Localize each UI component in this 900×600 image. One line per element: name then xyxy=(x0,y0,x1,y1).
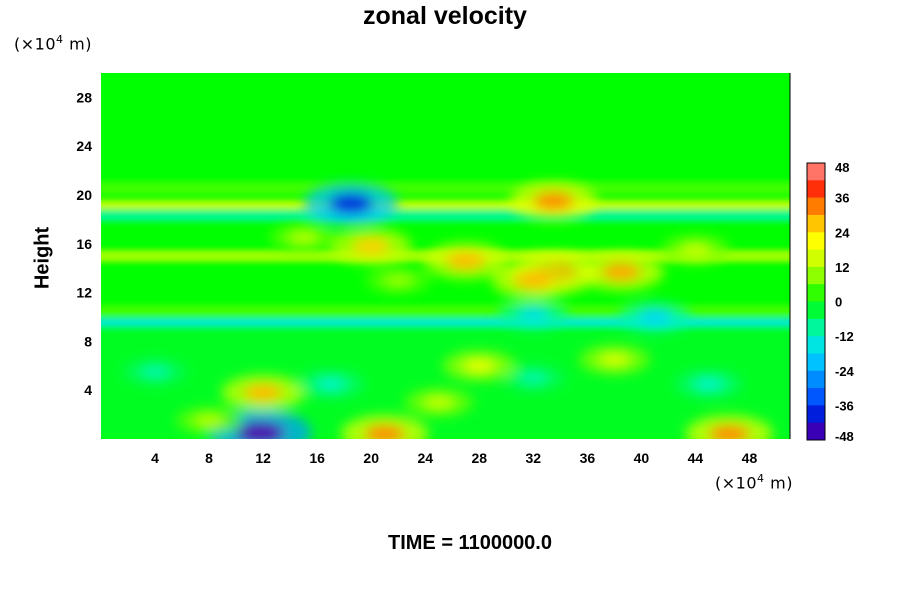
field-feature xyxy=(446,252,486,270)
field-features xyxy=(122,181,773,439)
y-unit-suffix: m) xyxy=(63,34,92,54)
x-tick-label: 24 xyxy=(417,450,433,466)
colorbar-segment xyxy=(807,284,825,302)
field-feature xyxy=(422,395,455,410)
field-feature xyxy=(637,309,672,325)
colorbar-tick-label: 36 xyxy=(835,191,849,206)
field-feature xyxy=(364,425,406,439)
y-tick-label: 8 xyxy=(84,333,92,349)
colorbar-segment xyxy=(807,405,825,424)
colorbar-tick-label: 24 xyxy=(835,225,850,240)
time-label: TIME = 1100000.0 xyxy=(387,532,552,554)
colorbar-segment xyxy=(807,301,825,320)
x-tick-label: 44 xyxy=(688,450,704,466)
field-feature xyxy=(139,365,171,379)
field-feature xyxy=(693,377,725,391)
chart-title: zonal velocity xyxy=(363,2,527,30)
field-feature xyxy=(601,263,642,281)
y-tick-label: 20 xyxy=(76,187,92,203)
colorbar-tick-label: 48 xyxy=(835,160,849,175)
x-tick-label: 4 xyxy=(151,450,159,466)
colorbar-frame xyxy=(806,162,826,441)
x-tick-label: 12 xyxy=(255,450,271,466)
x-tick-label: 20 xyxy=(363,450,379,466)
x-axis-unit: (×104 m) xyxy=(715,472,793,492)
colorbar-segment xyxy=(807,422,825,441)
colorbar: 48 36 24 12 0 -12 -24 -36 -48 xyxy=(806,160,855,444)
colorbar-segment xyxy=(807,249,825,268)
y-tick-label: 24 xyxy=(76,138,92,154)
colorbar-tick-label: -48 xyxy=(835,429,854,444)
field-band xyxy=(101,199,790,210)
x-tick-label: 8 xyxy=(205,450,213,466)
field-feature xyxy=(679,243,712,257)
colorbar-segment xyxy=(807,318,825,337)
field-feature xyxy=(533,192,575,211)
y-axis-unit: (×104 m) xyxy=(14,33,92,53)
field-feature xyxy=(597,352,631,367)
x-tick-label: 32 xyxy=(526,450,542,466)
field-feature xyxy=(516,307,550,322)
field-feature xyxy=(329,193,373,214)
y-tick-label: 4 xyxy=(84,382,92,398)
field-band xyxy=(101,182,790,195)
colorbar-segment xyxy=(807,388,825,406)
colorbar-segment xyxy=(807,180,825,199)
x-tick-label: 28 xyxy=(471,450,487,466)
field-feature xyxy=(352,238,391,255)
x-tick-label: 48 xyxy=(742,450,758,466)
y-tick-labels: 4 8 12 16 20 24 28 xyxy=(76,89,92,398)
field-band xyxy=(101,73,790,183)
y-tick-label: 28 xyxy=(76,89,92,105)
colorbar-tick-label: -24 xyxy=(835,364,855,379)
x-tick-label: 16 xyxy=(309,450,325,466)
x-unit-prefix: (×10 xyxy=(715,473,758,493)
colorbar-segment xyxy=(807,370,825,389)
colorbar-segment xyxy=(807,197,825,216)
colorbar-tick-label: 0 xyxy=(835,295,842,310)
x-tick-labels: 4 8 12 16 20 24 28 32 36 40 44 48 xyxy=(151,450,757,466)
y-tick-label: 12 xyxy=(76,285,92,301)
field-band xyxy=(101,304,790,317)
field-band xyxy=(101,318,790,327)
colorbar-tick-label: -12 xyxy=(835,329,854,344)
field-feature xyxy=(518,371,549,385)
x-unit-suffix: m) xyxy=(764,473,793,493)
field-feature xyxy=(383,274,414,287)
y-unit-exponent: 4 xyxy=(56,33,64,46)
field-feature xyxy=(288,231,320,245)
colorbar-tick-label: -36 xyxy=(835,398,854,413)
field-feature xyxy=(708,425,750,439)
y-tick-label: 16 xyxy=(76,236,92,252)
x-unit-exponent: 4 xyxy=(757,472,765,485)
field-feature xyxy=(462,358,497,373)
colorbar-segment xyxy=(807,336,825,354)
x-tick-label: 40 xyxy=(634,450,650,466)
colorbar-segment xyxy=(807,163,825,181)
field-feature xyxy=(315,377,347,391)
field-band xyxy=(101,209,790,222)
colorbar-segment xyxy=(807,214,825,233)
y-unit-prefix: (×10 xyxy=(14,34,57,54)
field-feature xyxy=(193,414,225,428)
colorbar-segment xyxy=(807,266,825,285)
colorbar-segment xyxy=(807,353,825,372)
field-feature xyxy=(243,384,283,402)
field-feature xyxy=(513,271,553,289)
colorbar-segment xyxy=(807,232,825,251)
field-feature xyxy=(236,422,285,439)
colorbar-tick-label: 12 xyxy=(835,260,849,275)
field-bands xyxy=(101,73,790,439)
x-tick-label: 36 xyxy=(580,450,596,466)
